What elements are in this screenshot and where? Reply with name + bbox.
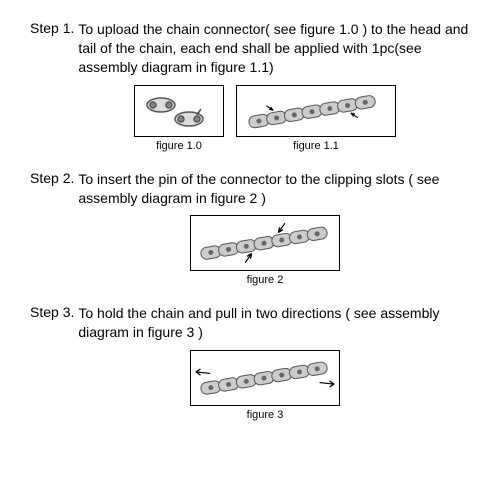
- chain-pull-icon: [192, 352, 338, 404]
- step-2-figures: figure 2: [60, 215, 470, 286]
- step-1-row: Step 1. To upload the chain connector( s…: [30, 20, 470, 77]
- figure-1-0-block: figure 1.0: [134, 85, 224, 152]
- figure-2-caption: figure 2: [247, 274, 284, 286]
- figure-1-1-block: figure 1.1: [236, 85, 396, 152]
- step-1-text: To upload the chain connector( see figur…: [78, 20, 470, 77]
- figure-3-caption: figure 3: [247, 409, 284, 421]
- step-1: Step 1. To upload the chain connector( s…: [30, 20, 470, 152]
- step-3: Step 3. To hold the chain and pull in tw…: [30, 304, 470, 421]
- chain-insert-icon: [192, 217, 338, 269]
- step-3-label: Step 3.: [30, 304, 74, 320]
- figure-1-0-box: [134, 85, 224, 137]
- step-3-figures: figure 3: [60, 350, 470, 421]
- figure-2-block: figure 2: [190, 215, 340, 286]
- step-2-text: To insert the pin of the connector to th…: [78, 170, 470, 208]
- step-1-label: Step 1.: [30, 20, 74, 36]
- step-2-label: Step 2.: [30, 170, 74, 186]
- figure-2-box: [190, 215, 340, 271]
- figure-1-1-caption: figure 1.1: [293, 140, 339, 152]
- step-3-row: Step 3. To hold the chain and pull in tw…: [30, 304, 470, 342]
- step-1-figures: figure 1.0: [60, 85, 470, 152]
- chain-with-connectors-icon: [238, 87, 394, 135]
- connector-pair-icon: [139, 89, 219, 133]
- figure-3-box: [190, 350, 340, 406]
- figure-3-block: figure 3: [190, 350, 340, 421]
- step-2-row: Step 2. To insert the pin of the connect…: [30, 170, 470, 208]
- step-3-text: To hold the chain and pull in two direct…: [78, 304, 470, 342]
- figure-1-1-box: [236, 85, 396, 137]
- figure-1-0-caption: figure 1.0: [156, 140, 202, 152]
- step-2: Step 2. To insert the pin of the connect…: [30, 170, 470, 287]
